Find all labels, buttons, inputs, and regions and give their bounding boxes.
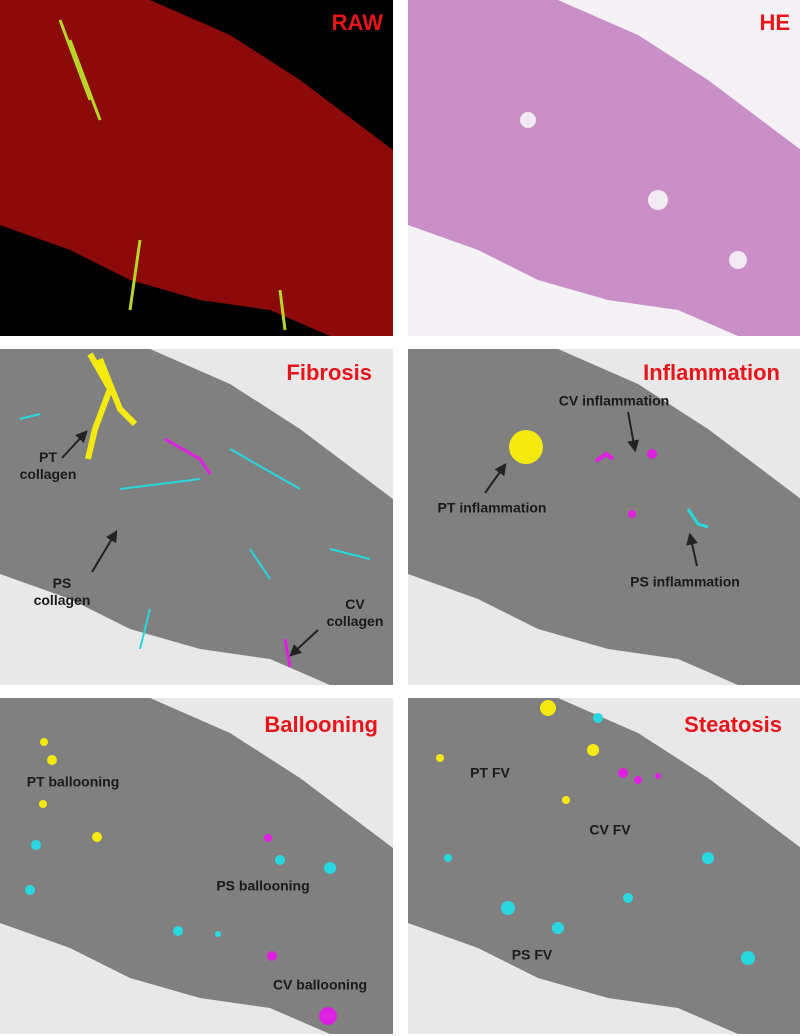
panel-title: Inflammation bbox=[643, 360, 780, 385]
annotation: PT collagen bbox=[19, 449, 77, 482]
annotation: CV inflammation bbox=[558, 392, 670, 409]
he-panel bbox=[408, 0, 800, 336]
annotation: PT FV bbox=[470, 764, 510, 781]
steatosis-panel bbox=[408, 698, 800, 1034]
annotation: CV ballooning bbox=[272, 976, 368, 993]
annotation: CV FV bbox=[589, 821, 631, 838]
fibrosis-panel bbox=[0, 349, 393, 685]
panel-title: RAW bbox=[331, 10, 383, 35]
ballooning-panel bbox=[0, 698, 393, 1034]
panel-title: HE bbox=[759, 10, 790, 35]
annotation: CV collagen bbox=[326, 596, 384, 629]
panel-title: Fibrosis bbox=[286, 360, 372, 385]
annotation: PT inflammation bbox=[437, 499, 547, 516]
annotation: PT ballooning bbox=[26, 773, 120, 790]
raw-panel bbox=[0, 0, 393, 336]
annotation: PS inflammation bbox=[630, 573, 740, 590]
arrows bbox=[61, 411, 698, 657]
panel-title: Ballooning bbox=[264, 712, 378, 737]
annotation: PS FV bbox=[511, 946, 553, 963]
panel-title: Steatosis bbox=[684, 712, 782, 737]
annotation: PS ballooning bbox=[216, 877, 310, 894]
annotation: PS collagen bbox=[33, 575, 91, 608]
inflammation-panel bbox=[408, 349, 800, 685]
